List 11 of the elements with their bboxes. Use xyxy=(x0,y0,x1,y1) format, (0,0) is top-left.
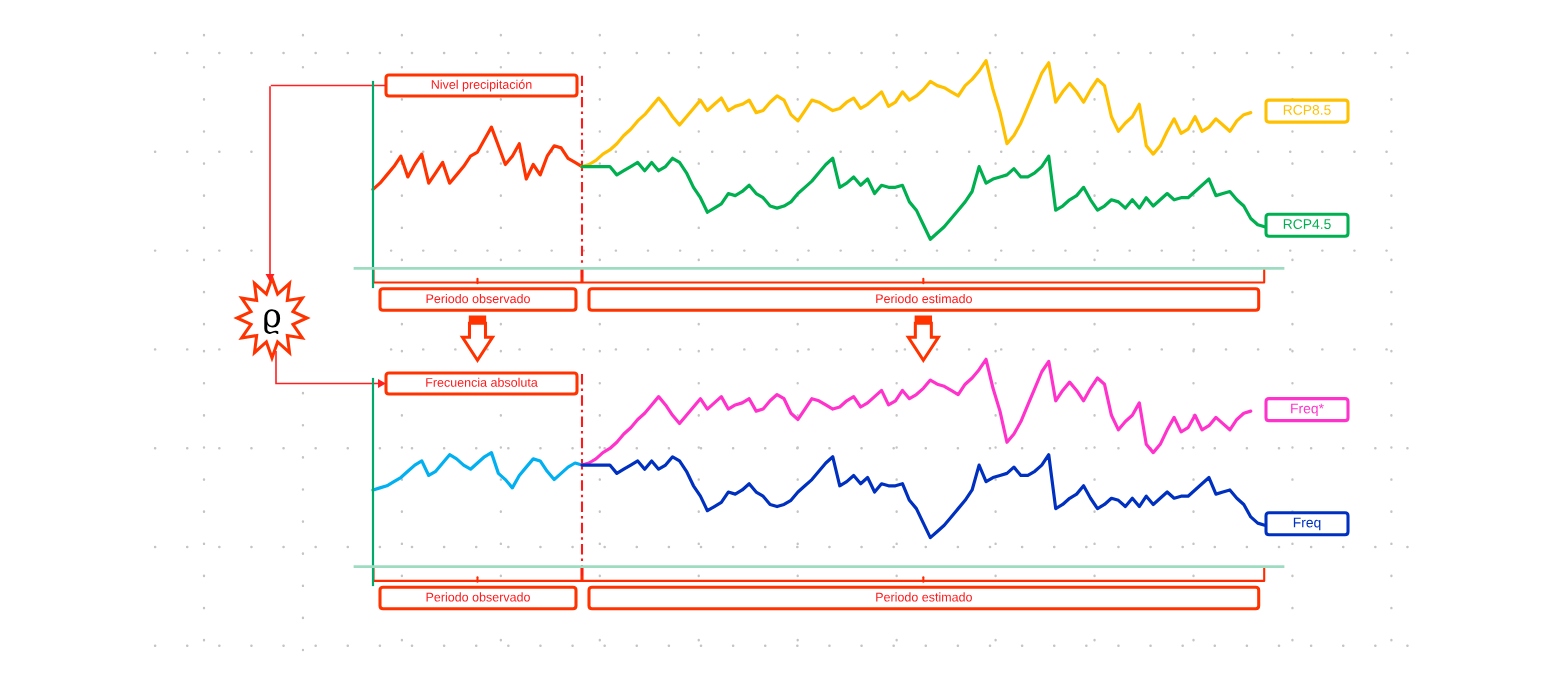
text: ϱ xyxy=(264,309,281,335)
text: Periodo observado xyxy=(426,592,530,602)
text: RCP8.5 xyxy=(1283,104,1331,115)
y-axis-title: Frecuencia absoluta xyxy=(426,377,538,387)
y-axis-title: Nivel precipitación xyxy=(431,79,532,92)
text: Freq xyxy=(1293,517,1321,531)
text: Periodo estimado xyxy=(876,293,972,304)
text: Freq* xyxy=(1291,403,1324,417)
series-label: RCP4.5 xyxy=(1283,219,1331,230)
text: Periodo estimado xyxy=(876,592,972,602)
text: Periodo observado xyxy=(426,293,530,304)
